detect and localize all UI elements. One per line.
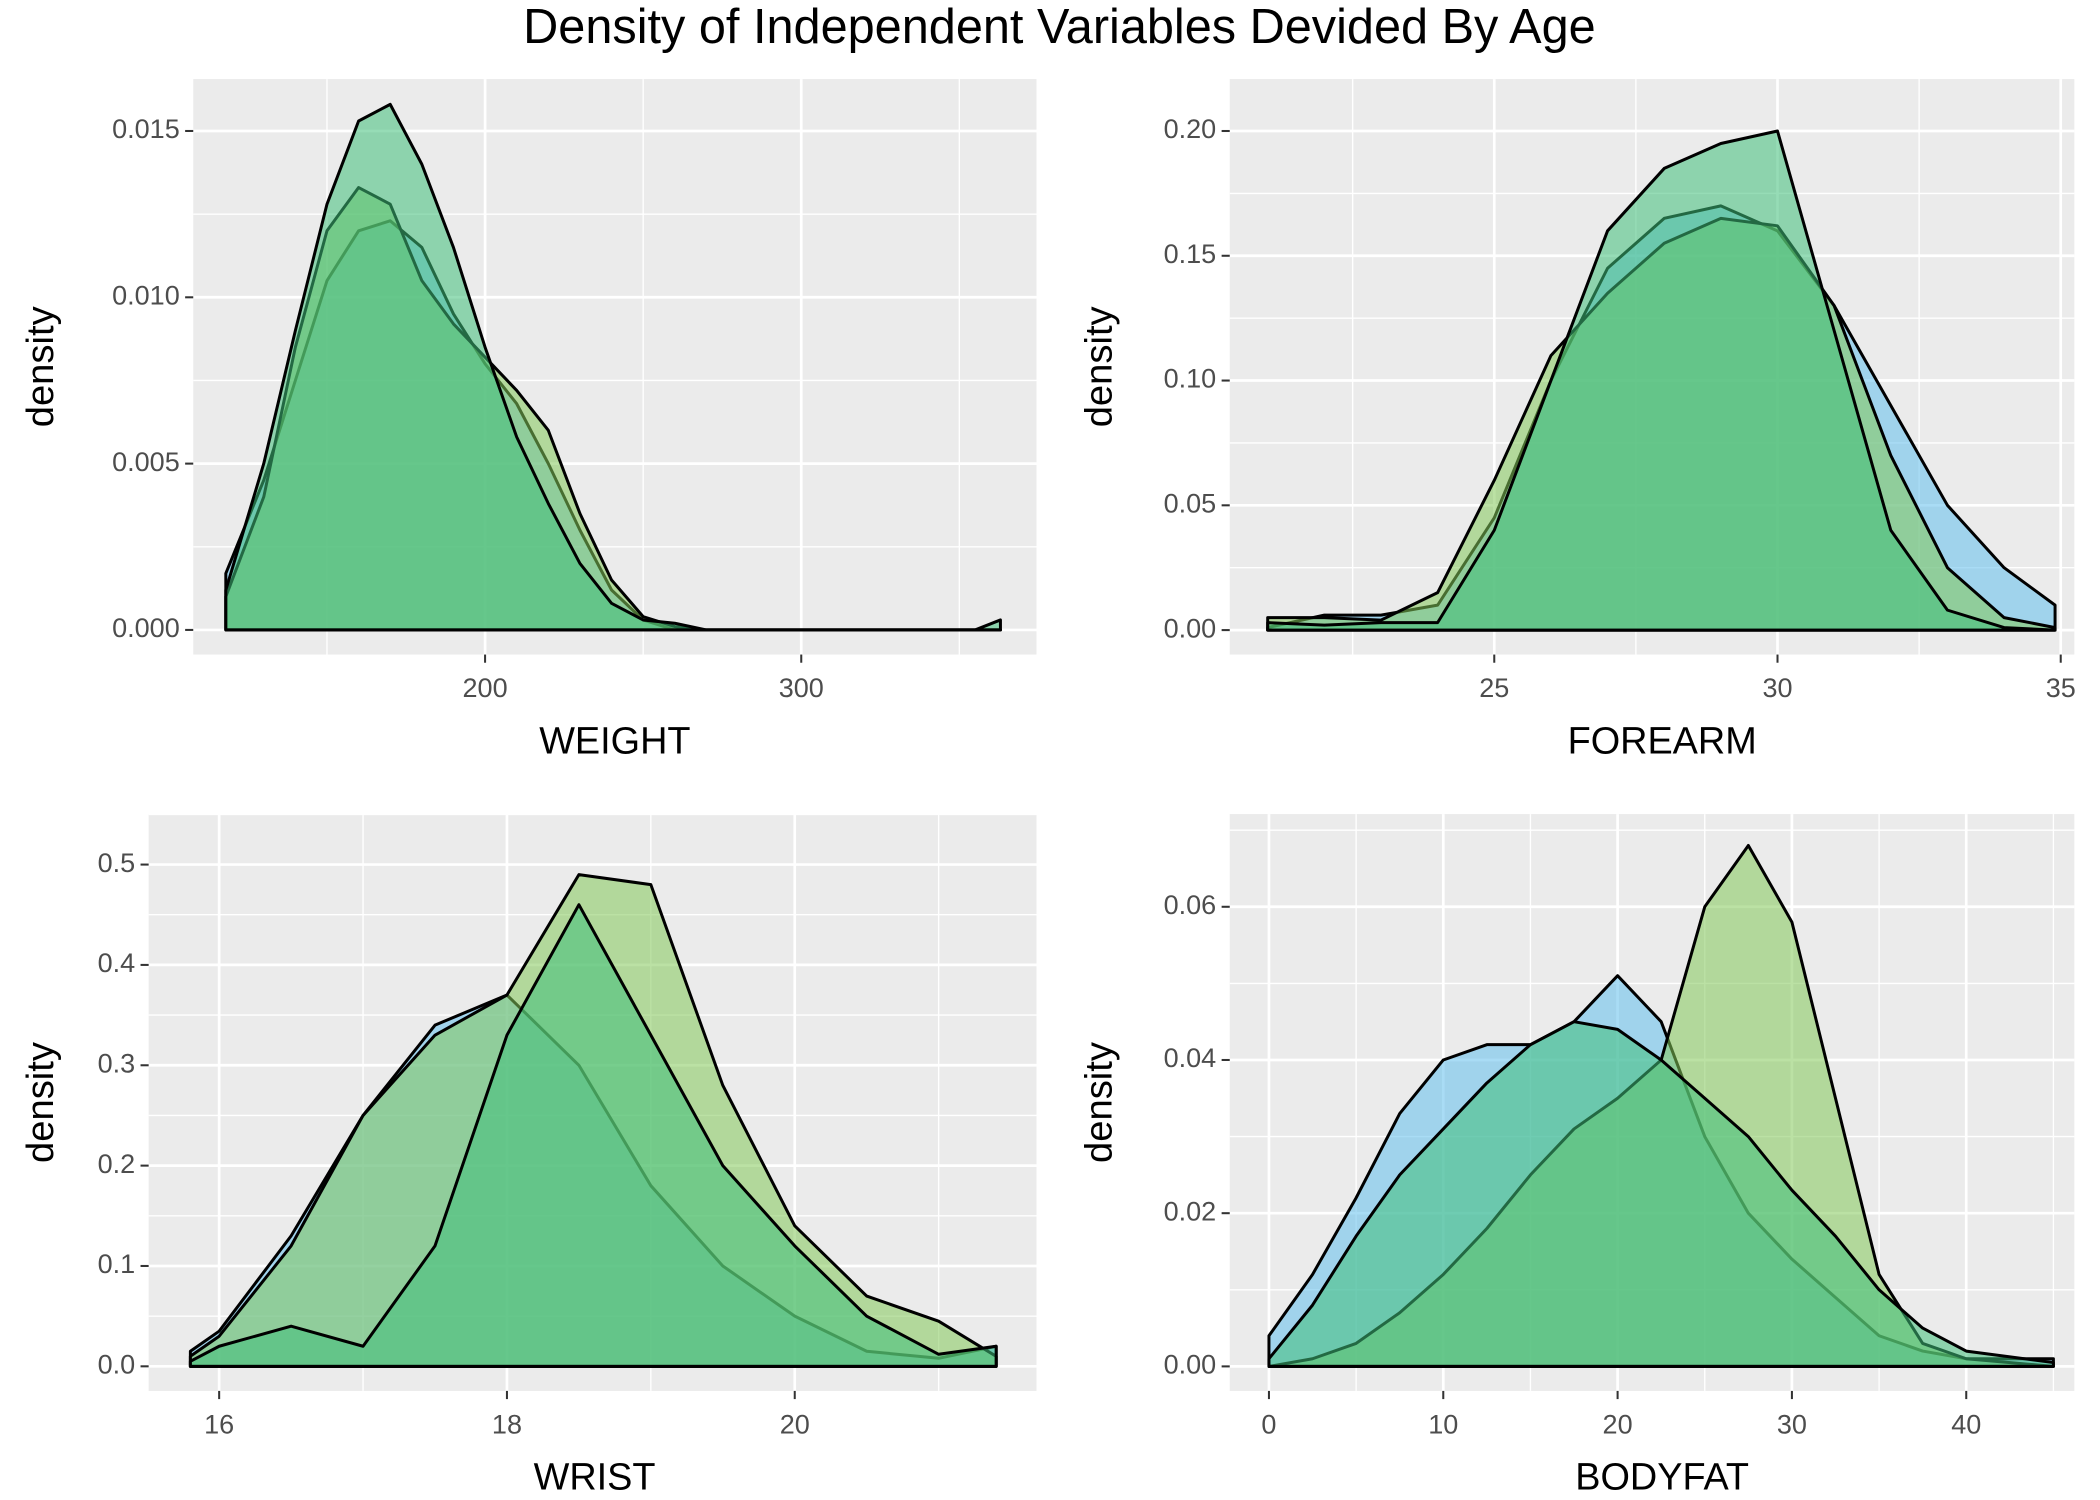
x-tick-label: 16 bbox=[204, 1408, 234, 1439]
x-axis-label: FOREARM bbox=[1568, 720, 1757, 762]
density-area bbox=[188, 903, 998, 1368]
y-tick-label: 0.00 bbox=[1164, 612, 1217, 643]
x-tick-label: 40 bbox=[1951, 1408, 1981, 1439]
y-tick-label: 0.015 bbox=[112, 113, 180, 144]
x-tick-label: 0 bbox=[1261, 1408, 1276, 1439]
x-tick-label: 18 bbox=[492, 1408, 522, 1439]
x-tick-label: 25 bbox=[1479, 672, 1509, 703]
y-tick-label: 0.000 bbox=[112, 612, 180, 643]
y-tick-label: 0.1 bbox=[98, 1248, 136, 1279]
x-tick-label: 30 bbox=[1762, 672, 1792, 703]
x-axis-label: WRIST bbox=[534, 1456, 656, 1498]
y-tick-label: 0.20 bbox=[1164, 113, 1217, 144]
y-axis-label: density bbox=[1079, 1042, 1121, 1163]
x-axis-label: BODYFAT bbox=[1575, 1456, 1749, 1498]
y-tick-label: 0.15 bbox=[1164, 238, 1217, 269]
x-tick-label: 20 bbox=[780, 1408, 810, 1439]
y-tick-label: 0.10 bbox=[1164, 363, 1217, 394]
x-tick-label: 200 bbox=[463, 672, 508, 703]
y-axis-label: density bbox=[1079, 306, 1121, 427]
y-tick-label: 0.005 bbox=[112, 446, 180, 477]
y-tick-label: 0.04 bbox=[1164, 1042, 1217, 1073]
y-tick-label: 0.4 bbox=[98, 947, 136, 978]
y-tick-label: 0.05 bbox=[1164, 487, 1217, 518]
x-tick-label: 10 bbox=[1428, 1408, 1458, 1439]
y-tick-label: 0.06 bbox=[1164, 889, 1217, 920]
y-tick-label: 0.3 bbox=[98, 1047, 136, 1078]
density-area bbox=[1266, 129, 2057, 632]
y-tick-label: 0.02 bbox=[1164, 1195, 1217, 1226]
x-axis-label: WEIGHT bbox=[539, 720, 690, 762]
figure-title: Density of Independent Variables Devided… bbox=[523, 0, 1596, 54]
y-axis-label: density bbox=[20, 1042, 62, 1163]
x-tick-label: 30 bbox=[1777, 1408, 1807, 1439]
y-tick-label: 0.5 bbox=[98, 847, 136, 878]
y-tick-label: 0.2 bbox=[98, 1148, 136, 1179]
y-tick-label: 0.010 bbox=[112, 279, 180, 310]
y-axis-label: density bbox=[20, 306, 62, 427]
x-tick-label: 20 bbox=[1603, 1408, 1633, 1439]
y-tick-label: 0.0 bbox=[98, 1348, 136, 1379]
density-area bbox=[1267, 1020, 2055, 1368]
x-tick-label: 300 bbox=[779, 672, 824, 703]
x-tick-label: 35 bbox=[2046, 672, 2076, 703]
y-tick-label: 0.00 bbox=[1164, 1348, 1217, 1379]
density-area bbox=[224, 102, 1002, 632]
